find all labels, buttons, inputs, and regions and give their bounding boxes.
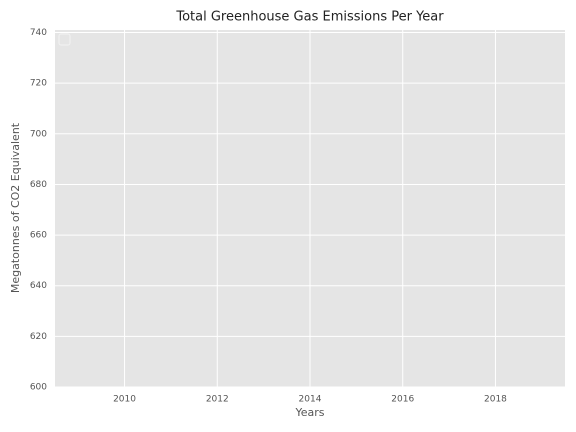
y-tick-label: 700 (30, 129, 47, 139)
y-tick-label: 600 (30, 383, 47, 393)
y-tick-label: 680 (30, 180, 47, 190)
y-tick-label: 720 (30, 79, 47, 89)
y-tick-label: 640 (30, 281, 47, 291)
x-tick-label: 2010 (113, 395, 136, 405)
y-tick-label: 620 (30, 332, 47, 342)
y-axis-label: Megatonnes of CO2 Equivalent (9, 122, 22, 293)
x-tick-label: 2012 (206, 395, 229, 405)
x-tick-label: 2014 (299, 395, 322, 405)
y-tick-label: 660 (30, 231, 47, 241)
x-tick-label: 2016 (391, 395, 414, 405)
y-tick-label: 740 (30, 28, 47, 38)
legend (58, 33, 71, 46)
x-axis-label: Years (294, 406, 324, 419)
x-tick-label: 2018 (484, 395, 507, 405)
chart-title: Total Greenhouse Gas Emissions Per Year (175, 10, 444, 25)
